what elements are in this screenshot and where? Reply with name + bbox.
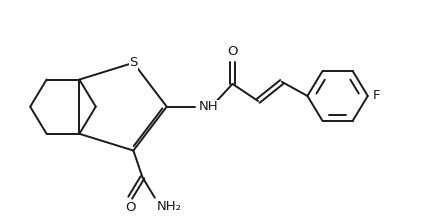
Text: NH₂: NH₂ [157, 200, 182, 213]
Text: F: F [373, 89, 380, 102]
Text: S: S [129, 56, 138, 69]
Text: O: O [227, 45, 238, 58]
Text: NH: NH [199, 100, 218, 113]
Text: O: O [125, 200, 135, 214]
